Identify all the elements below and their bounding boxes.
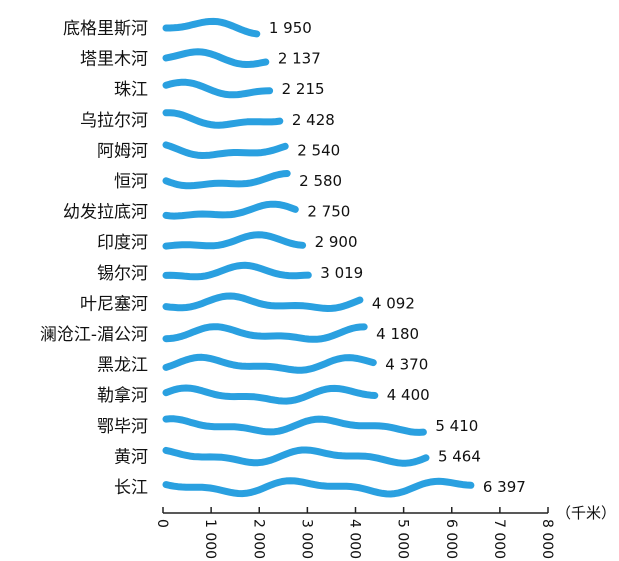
x-tick-label: 2 000 — [250, 519, 266, 559]
value-label: 2 900 — [315, 233, 358, 251]
value-label: 2 137 — [278, 50, 321, 68]
river-bar — [162, 477, 475, 498]
category-label: 叶尼塞河 — [80, 294, 148, 314]
category-label: 长江 — [114, 478, 148, 498]
value-label: 2 428 — [292, 111, 335, 129]
x-tick-label: 4 000 — [347, 519, 363, 559]
category-label: 乌拉尔河 — [80, 111, 148, 131]
river-bar — [162, 170, 291, 190]
category-label: 阿姆河 — [97, 141, 148, 161]
category-label: 勒拿河 — [97, 385, 148, 406]
river-bar — [162, 446, 430, 467]
x-tick-label: 7 000 — [491, 519, 507, 559]
category-label: 塔里木河 — [80, 50, 148, 70]
value-label: 3 019 — [320, 264, 363, 282]
value-label: 4 092 — [372, 294, 415, 312]
value-label: 2 540 — [297, 141, 340, 159]
river-bar — [162, 231, 307, 250]
bars-layer — [162, 17, 475, 498]
x-tick-label: 1 000 — [202, 519, 218, 559]
value-label: 4 180 — [376, 325, 419, 343]
category-label: 黄河 — [114, 447, 148, 467]
river-bar — [162, 78, 274, 99]
value-label: 6 397 — [483, 478, 526, 496]
x-tick-labels: 0 1 000 2 000 3 000 4 000 5 000 6 000 7 000 8 00… — [154, 507, 555, 559]
river-bar — [162, 415, 427, 436]
category-label: 幼发拉底河 — [63, 203, 148, 223]
river-bar — [162, 353, 377, 374]
value-label: 2 750 — [307, 203, 350, 221]
category-label: 鄂毕河 — [97, 417, 148, 437]
category-label: 澜沧江-湄公河 — [40, 325, 148, 345]
river-bar — [162, 141, 289, 159]
river-bar — [162, 200, 299, 220]
river-bar — [162, 261, 312, 281]
category-label: 珠江 — [114, 80, 148, 100]
river-bar — [162, 17, 261, 38]
category-label: 底格里斯河 — [63, 19, 148, 39]
category-labels: 底格里斯河塔里木河珠江乌拉尔河阿姆河恒河幼发拉底河印度河锡尔河叶尼塞河澜沧江-湄… — [40, 19, 148, 498]
category-label: 印度河 — [97, 233, 148, 253]
category-label: 黑龙江 — [97, 356, 148, 376]
x-tick-label: 0 — [154, 519, 170, 528]
x-tick-label: 5 000 — [395, 519, 411, 559]
river-bar — [162, 48, 270, 68]
category-label: 恒河 — [114, 172, 148, 192]
category-label: 锡尔河 — [97, 264, 148, 284]
value-label: 4 400 — [387, 386, 430, 404]
value-label: 2 580 — [299, 172, 342, 190]
x-tick-label: 8 000 — [539, 519, 555, 559]
value-label: 4 370 — [385, 356, 428, 374]
river-bar — [162, 323, 368, 343]
value-label: 5 410 — [435, 417, 478, 435]
value-label: 2 215 — [282, 80, 325, 98]
value-label: 5 464 — [438, 447, 481, 465]
value-labels: 1 950 2 137 2 215 2 428 2 540 2 580 2 750 2 900… — [269, 19, 526, 496]
x-tick-label: 3 000 — [298, 519, 314, 559]
x-tick-label: 6 000 — [443, 519, 459, 559]
value-label: 1 950 — [269, 19, 312, 37]
river-bar — [162, 292, 364, 312]
river-bar — [162, 109, 284, 129]
river-bar — [162, 384, 379, 405]
unit-label: （千米） — [556, 504, 616, 522]
